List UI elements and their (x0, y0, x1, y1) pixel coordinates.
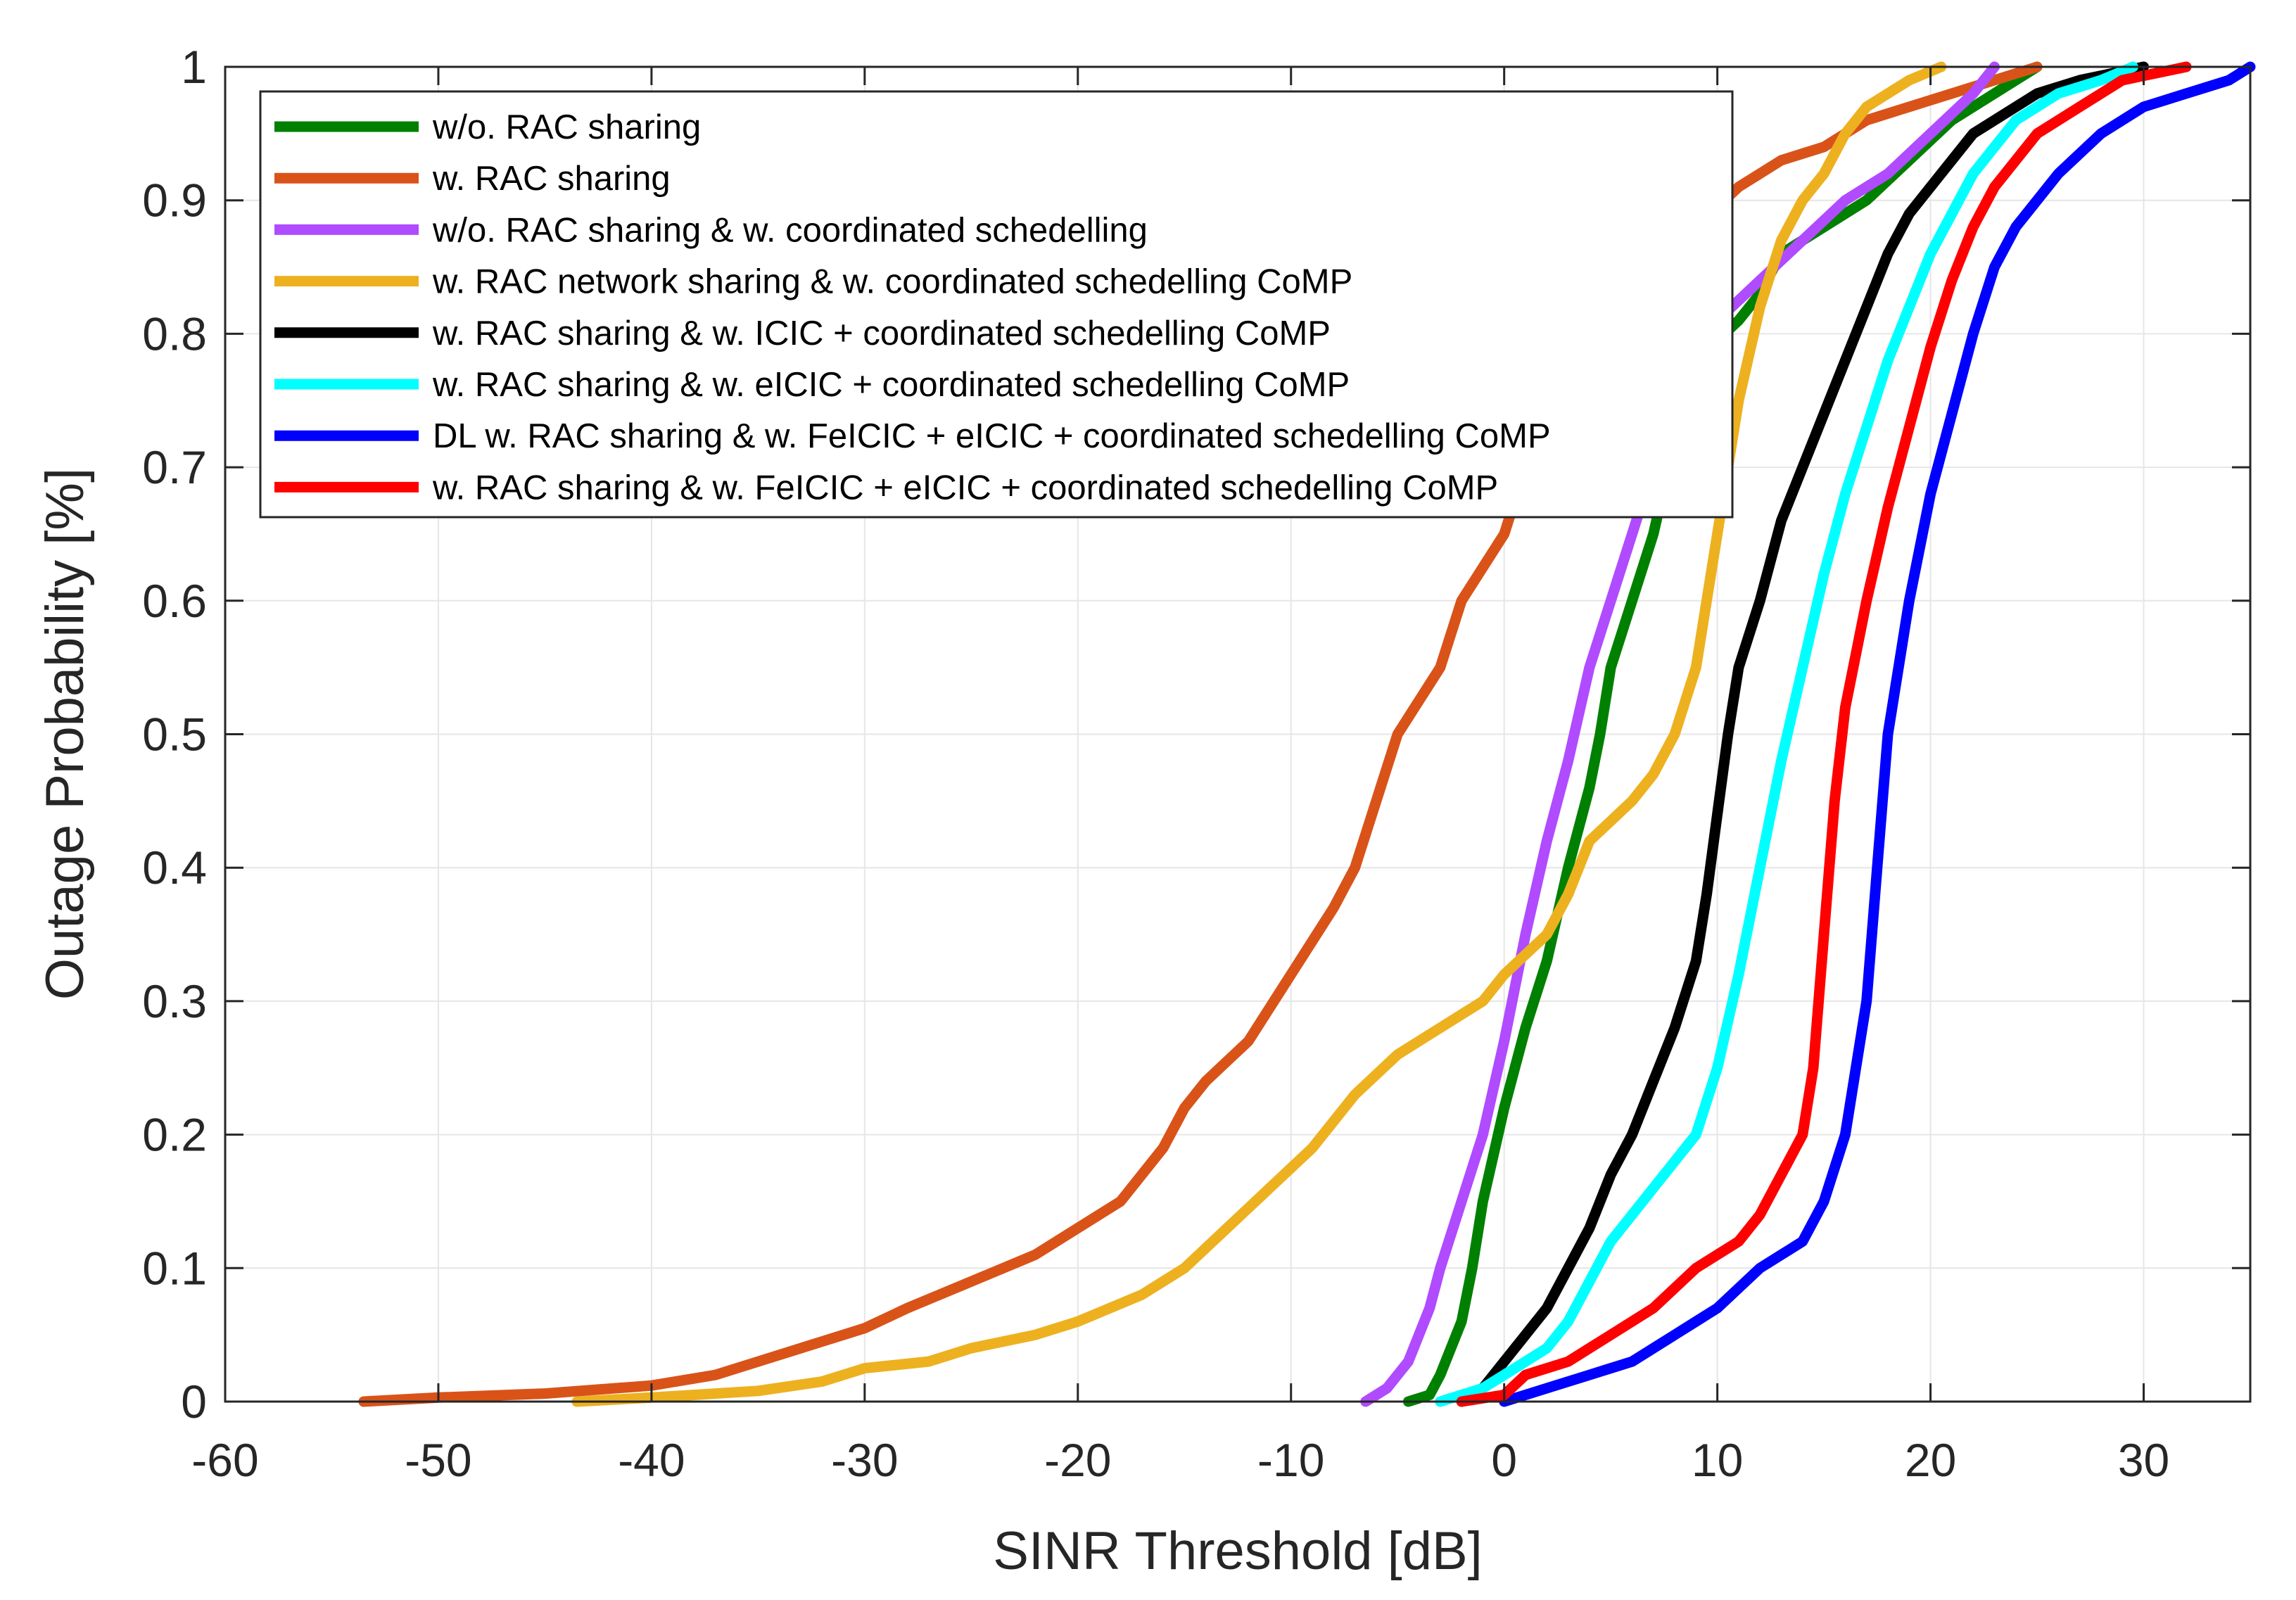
legend-box (259, 90, 1734, 519)
y-tick-label: 0.2 (142, 1109, 207, 1161)
y-axis-label: Outage Probability [%] (35, 468, 95, 1000)
legend: w/o. RAC sharing w. RAC sharing w/o. RAC s… (259, 90, 1734, 519)
x-tick-label: 10 (1692, 1434, 1743, 1486)
y-tick-label: 0 (181, 1376, 207, 1428)
series-line-4 (571, 61, 1947, 1407)
x-tick-label: 30 (2118, 1434, 2169, 1486)
series-line-6 (1435, 61, 2138, 1407)
x-tick-label: -50 (405, 1434, 471, 1486)
series-line-7 (1499, 61, 2256, 1407)
x-tick-label: 20 (1905, 1434, 1956, 1486)
legend-label-8: w. RAC sharing & w. FeICIC + eICIC + coo… (432, 469, 1498, 507)
y-tick-label: 0.4 (142, 842, 207, 894)
x-tick-label: -60 (191, 1434, 258, 1486)
x-tick-label: -30 (831, 1434, 898, 1486)
series-line-2 (358, 61, 2043, 1407)
ticks (224, 65, 2250, 1403)
series-line-1 (1402, 61, 2043, 1407)
x-tick-label: 0 (1491, 1434, 1517, 1486)
y-tick-label: 0.5 (142, 709, 207, 761)
series-line-3 (1360, 61, 2000, 1407)
series-line-5 (1456, 61, 2149, 1407)
legend-label-3: w/o. RAC sharing & w. coordinated schede… (432, 211, 1148, 249)
y-tick-label: 1 (181, 41, 207, 93)
y-tick-label: 0.3 (142, 975, 207, 1027)
x-tick-label: -40 (618, 1434, 685, 1486)
y-tick-label: 0.7 (142, 441, 207, 493)
legend-label-5: w. RAC sharing & w. ICIC + coordinated s… (432, 315, 1331, 353)
legend-label-6: w. RAC sharing & w. eICIC + coordinated … (432, 366, 1350, 404)
y-tick-labels: 0 0.1 0.2 0.3 0.4 0.5 0.6 0.7 0.8 0.9 1 (142, 41, 207, 1428)
legend-label-2: w. RAC sharing (432, 160, 671, 198)
series-group (358, 61, 2256, 1407)
legend-label-7: DL w. RAC sharing & w. FeICIC + eICIC + … (433, 417, 1551, 455)
y-tick-label: 0.8 (142, 307, 207, 360)
legend-label-4: w. RAC network sharing & w. coordinated … (432, 263, 1352, 301)
x-tick-label: -10 (1257, 1434, 1324, 1486)
x-tick-label: -20 (1044, 1434, 1111, 1486)
x-tick-labels: -60 -50 -40 -30 -20 -10 0 10 20 30 (191, 1434, 2169, 1486)
y-tick-label: 0.9 (142, 174, 207, 227)
legend-entries: w/o. RAC sharing w. RAC sharing w/o. RAC s… (274, 108, 1551, 507)
y-tick-label: 0.1 (142, 1242, 207, 1294)
series-line-8 (1456, 61, 2192, 1407)
y-tick-label: 0.6 (142, 575, 207, 627)
x-axis-label: SINR Threshold [dB] (993, 1521, 1483, 1581)
legend-label-1: w/o. RAC sharing (432, 108, 701, 146)
